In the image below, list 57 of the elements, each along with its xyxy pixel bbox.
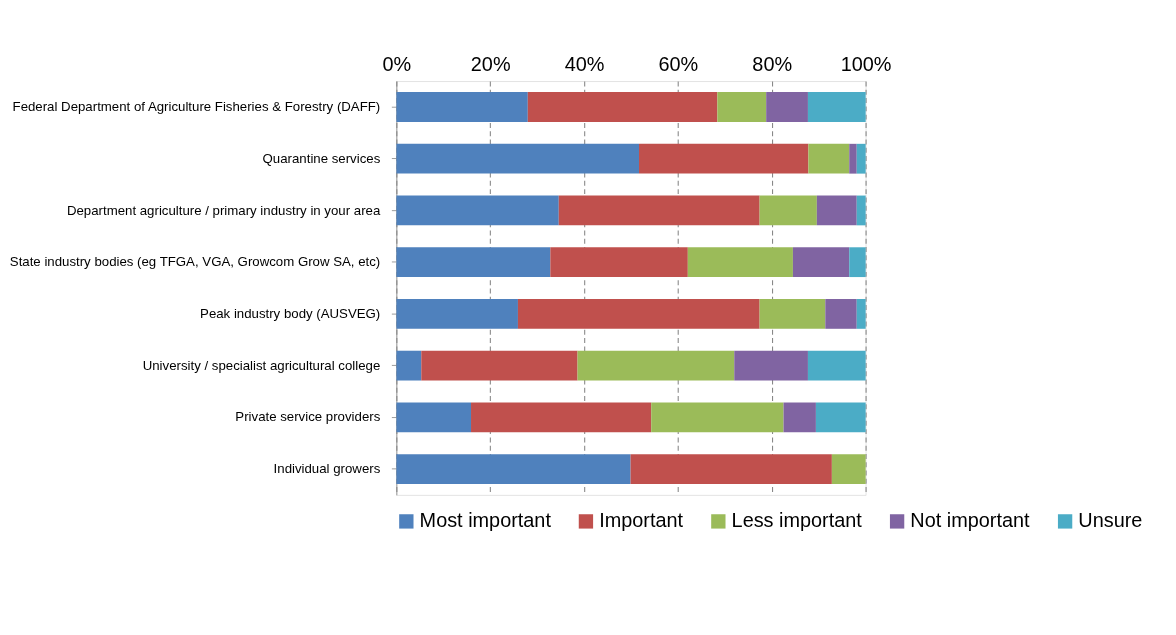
- x-tick-label: 0%: [382, 52, 412, 75]
- bar: [759, 195, 817, 226]
- y-tick-label: State industry bodies (eg TFGA, VGA, Growcom Grow SA, etc): [9, 254, 381, 270]
- bar: [396, 299, 518, 329]
- x-tick-label: 100%: [840, 52, 892, 75]
- y-tick-label: Private service providers: [235, 409, 381, 425]
- bar: [639, 143, 809, 174]
- bar: [421, 350, 578, 381]
- bar: [825, 299, 857, 329]
- bar: [396, 195, 559, 226]
- y-tick-label: Quarantine services: [262, 150, 381, 166]
- bar: [849, 247, 866, 278]
- bar: [856, 299, 866, 329]
- bar: [783, 402, 816, 433]
- bar: [396, 454, 631, 484]
- bar: [831, 454, 866, 484]
- bar: [396, 143, 640, 174]
- bar: [734, 350, 808, 381]
- x-tick-label: 60%: [658, 52, 699, 75]
- bar: [816, 195, 857, 226]
- bar: [471, 402, 652, 433]
- y-tick-label: Peak industry body (AUSVEG): [200, 306, 381, 322]
- legend-label: Important: [599, 509, 684, 532]
- x-tick-label: 40%: [564, 52, 605, 75]
- y-tick-label: Federal Department of Agriculture Fisheries & Forestry (DAFF): [12, 99, 381, 115]
- bar: [717, 92, 767, 122]
- x-tick-label: 20%: [470, 52, 511, 75]
- bar: [558, 195, 760, 226]
- bar: [687, 247, 793, 278]
- bar: [856, 143, 866, 174]
- y-tick-label: Department agriculture / primary industry in your area: [66, 202, 381, 218]
- bar: [517, 299, 760, 329]
- bar: [849, 143, 857, 174]
- bar: [550, 247, 688, 278]
- bar: [396, 402, 472, 433]
- y-tick-label: Individual growers: [273, 461, 381, 477]
- bar: [807, 92, 866, 122]
- bar: [808, 143, 850, 174]
- legend-label: Unsure: [1078, 509, 1143, 532]
- x-tick-label: 80%: [752, 52, 793, 75]
- bar: [807, 350, 866, 381]
- y-tick-label: University / specialist agricultural college: [142, 357, 381, 373]
- legend-label: Less important: [731, 509, 863, 532]
- bar: [651, 402, 784, 433]
- bar: [792, 247, 850, 278]
- bar: [766, 92, 808, 122]
- bar: [396, 247, 551, 278]
- legend-label: Not important: [910, 509, 1031, 532]
- bar: [527, 92, 718, 122]
- bar: [396, 350, 422, 381]
- legend-label: Most important: [419, 509, 552, 532]
- bar: [856, 195, 866, 226]
- bar: [815, 402, 866, 433]
- bar: [396, 92, 528, 122]
- bar: [630, 454, 832, 484]
- bar: [577, 350, 735, 381]
- bar: [759, 299, 826, 329]
